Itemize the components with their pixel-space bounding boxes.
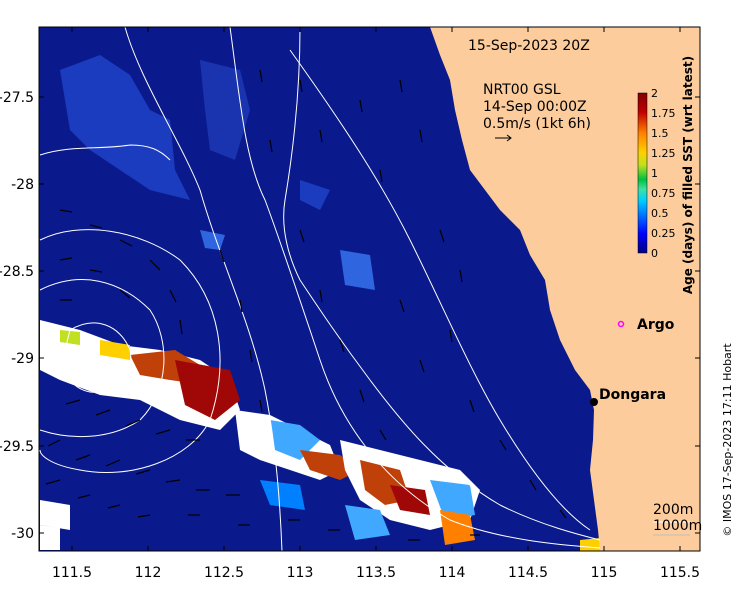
y-tick-label: -29.5 <box>0 439 34 455</box>
colorbar-tick-label: 0.25 <box>651 227 676 240</box>
contour-1000m-label: 1000m <box>653 518 702 534</box>
x-tick-label: 114 <box>439 565 466 581</box>
current-scale-label: 0.5m/s (1kt 6h) <box>483 116 591 132</box>
dongara-label: Dongara <box>599 387 666 403</box>
y-tick-label: -29 <box>11 351 34 367</box>
current-scale-arrow <box>495 134 512 142</box>
colorbar: 2 1.75 1.5 1.25 1 0.75 0.5 0.25 0 Age (d… <box>637 56 695 294</box>
x-tick-label: 112 <box>135 565 162 581</box>
date-label: 15-Sep-2023 20Z <box>468 38 590 54</box>
contour-200m-label: 200m <box>653 502 693 518</box>
current-arrows <box>45 69 567 541</box>
y-tick-label: -27.5 <box>0 90 34 106</box>
argo-marker-icon <box>617 320 625 328</box>
x-tick-label: 113.5 <box>356 565 396 581</box>
x-tick-label: 111.5 <box>52 565 92 581</box>
axes-ticks <box>39 27 700 551</box>
colorbar-tick-label: 1.5 <box>651 127 669 140</box>
colorbar-tick-label: 1.75 <box>651 107 676 120</box>
x-tick-label: 112.5 <box>204 565 244 581</box>
dongara-marker-icon <box>590 398 598 406</box>
colorbar-tick-label: 0 <box>651 247 658 260</box>
y-tick-label: -30 <box>11 526 34 542</box>
contour-lines <box>39 27 601 551</box>
colorbar-gradient <box>637 92 648 254</box>
current-source-label: NRT00 GSL <box>483 82 561 98</box>
colorbar-tick-label: 0.75 <box>651 187 676 200</box>
current-date-label: 14-Sep 00:00Z <box>483 99 587 115</box>
y-tick-label: -28 <box>11 177 34 193</box>
y-tick-label: -28.5 <box>0 264 34 280</box>
credit-label: © IMOS 17-Sep-2023 17:11 Hobart <box>721 343 734 537</box>
argo-label: Argo <box>637 317 675 333</box>
sst-age-patches <box>40 55 602 551</box>
x-tick-label: 115.5 <box>660 565 700 581</box>
x-tick-label: 113 <box>287 565 314 581</box>
map-panel <box>39 27 700 551</box>
colorbar-tick-label: 1 <box>651 167 658 180</box>
colorbar-tick-label: 1.25 <box>651 147 676 160</box>
colorbar-tick-label: 0.5 <box>651 207 669 220</box>
land-mass <box>430 27 700 551</box>
x-tick-label: 114.5 <box>508 565 548 581</box>
x-tick-label: 115 <box>591 565 618 581</box>
colorbar-tick-label: 2 <box>651 87 658 100</box>
colorbar-title: Age (days) of filled SST (wrt latest) <box>681 56 695 294</box>
map-frame <box>38 26 701 552</box>
